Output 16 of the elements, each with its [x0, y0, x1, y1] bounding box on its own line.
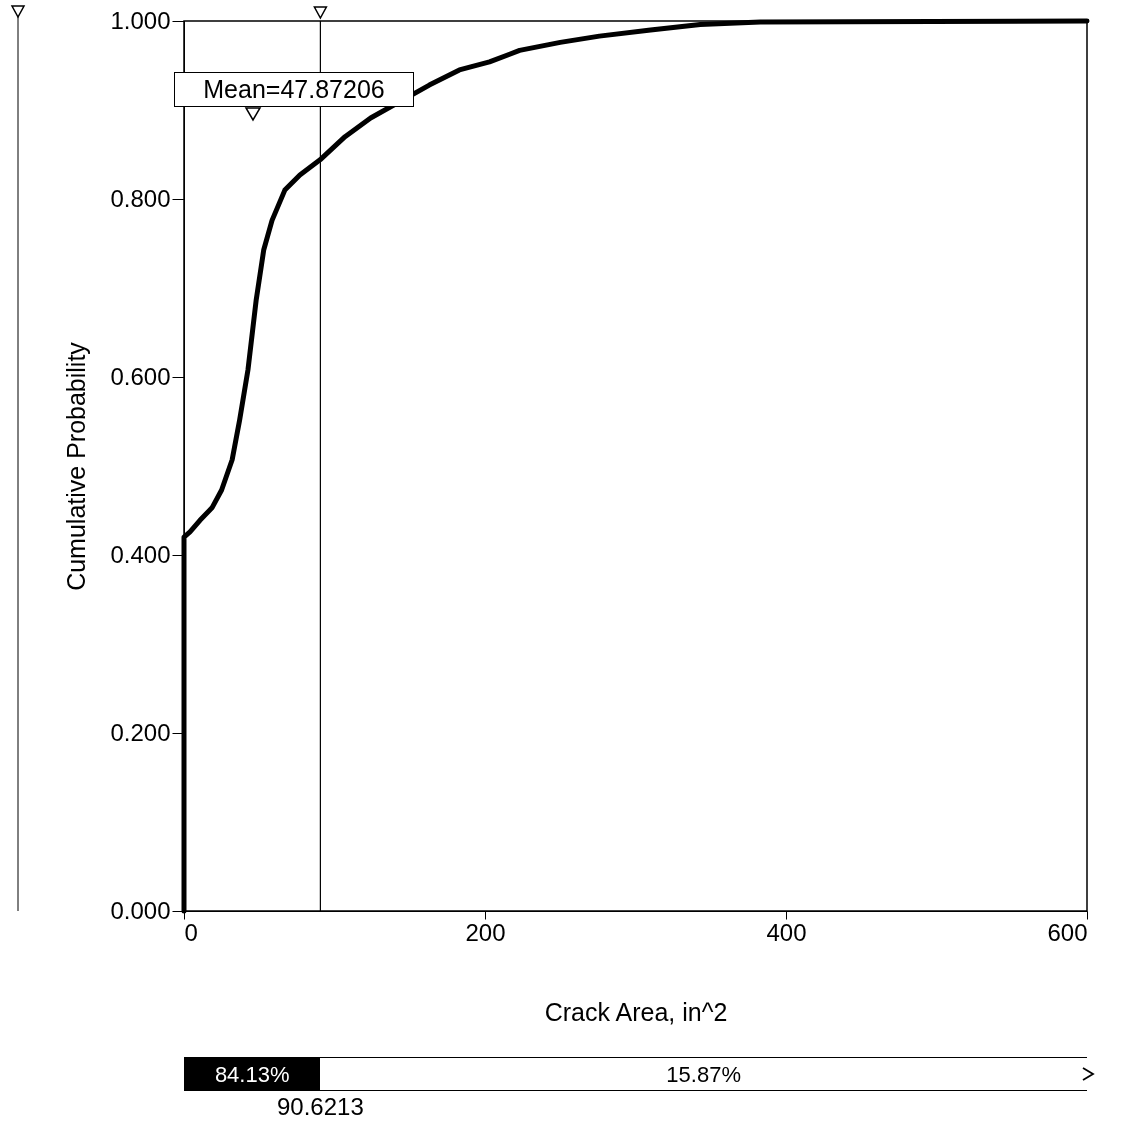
y-tick-label: 1.000	[110, 6, 171, 34]
y-tick-label: 0.000	[110, 896, 171, 924]
x-axis-title: Crack Area, in^2	[544, 997, 728, 1026]
text: 84.13%	[213, 1062, 291, 1088]
ref-line-label: 90.6213	[276, 1093, 365, 1121]
x-tick-label: 600	[1047, 918, 1088, 946]
y-tick-label: 0.800	[110, 184, 171, 212]
y-axis-title: Cumulative Probability	[62, 341, 91, 591]
y-tick-label: 0.400	[110, 540, 171, 568]
x-tick-label: 400	[766, 918, 807, 946]
y-tick-label: 0.600	[110, 362, 171, 390]
x-tick-label: 0	[184, 918, 198, 946]
x-tick-label: 200	[465, 918, 506, 946]
annotation: Mean=47.87206	[174, 72, 414, 107]
y-tick-label: 0.200	[110, 718, 171, 746]
text: 15.87%	[665, 1062, 742, 1088]
